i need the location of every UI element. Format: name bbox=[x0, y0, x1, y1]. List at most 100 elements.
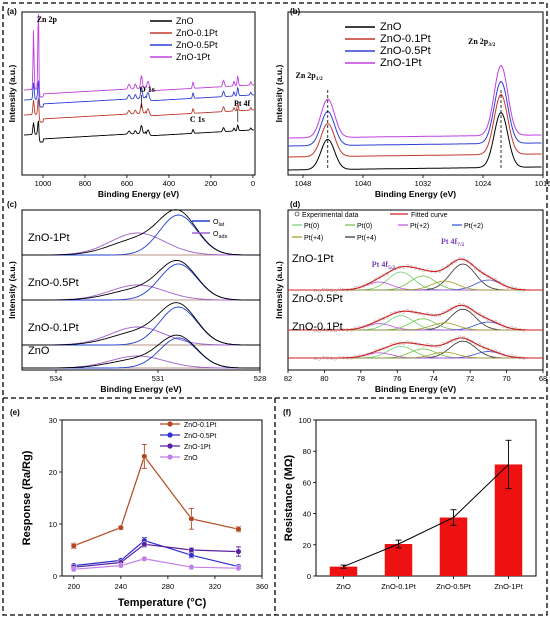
panel-e-point bbox=[117, 524, 124, 531]
panel-b-x-tick-label: 1040 bbox=[355, 179, 372, 188]
panel-f-trend-line bbox=[343, 464, 509, 568]
panel-e-point bbox=[188, 552, 195, 559]
panel-d-sample-label: ZnO-1Pt bbox=[292, 253, 334, 265]
panel-b-x-tick-label: 1032 bbox=[415, 179, 432, 188]
panel-f-axes bbox=[315, 419, 537, 577]
panel-f-bar bbox=[384, 544, 413, 576]
panel-a-legend-label: ZnO-1Pt bbox=[176, 52, 211, 62]
panel-b-axes bbox=[287, 11, 544, 176]
panel-c-ylabel: Intensity (a.u.) bbox=[7, 261, 17, 319]
panel-b-x-tick-label: 1016 bbox=[535, 179, 550, 188]
panel-e-x-tick-label: 320 bbox=[209, 582, 222, 591]
panel-a-annot-pt4f: Pt 4f bbox=[234, 99, 251, 108]
panel-d-legend-marker bbox=[294, 211, 300, 217]
panel-f-y-tick-label: 80 bbox=[303, 447, 311, 456]
panel-a-annot-zn2p: Zn 2p bbox=[37, 15, 58, 24]
panel-a-label: (a) bbox=[7, 7, 17, 16]
panel-e-legend-marker bbox=[167, 454, 173, 460]
panel-c-label: (c) bbox=[7, 200, 17, 209]
panel-d-data-point bbox=[337, 327, 342, 331]
panel-d-data-point bbox=[333, 357, 338, 361]
panel-a-x-tick-label: 200 bbox=[205, 179, 218, 188]
panel-a-series-2 bbox=[24, 80, 254, 108]
panel-e-legend-marker bbox=[167, 443, 173, 449]
panel-f-y-tick-label: 100 bbox=[298, 416, 311, 425]
panel-a-x-tick-label: 0 bbox=[251, 179, 255, 188]
panel-d-data-point bbox=[321, 327, 325, 332]
panel-d-fitted-0 bbox=[288, 258, 543, 291]
panel-d-legend-label: Pt(0) bbox=[357, 223, 372, 230]
panel-e-legend-label: ZnO-0.1Pt bbox=[184, 422, 216, 429]
panel-e-axes bbox=[61, 419, 263, 577]
panel-e-point bbox=[188, 546, 195, 554]
panel-f-y-tick-label: 60 bbox=[303, 478, 311, 487]
panel-d-data-point bbox=[321, 355, 325, 360]
panel-b-legend-label: ZnO-0.1Pt bbox=[380, 33, 431, 45]
panel-e-legend-label: ZnO-1Pt bbox=[184, 444, 211, 451]
panel-d-fitted-1 bbox=[288, 304, 543, 331]
panel-c-sample-label: ZnO-0.1Pt bbox=[28, 322, 79, 334]
panel-e-point bbox=[235, 548, 242, 555]
panel-c-envelope-2 bbox=[22, 302, 260, 346]
panel-d-legend-label: Pt(+2) bbox=[464, 223, 483, 230]
panel-d-annot-4f52: Pt 4f5/2 bbox=[372, 260, 395, 271]
panel-f-x-tick-label: ZnO-1Pt bbox=[494, 582, 523, 591]
panel-e-x-tick-label: 280 bbox=[162, 582, 175, 591]
panel-a-legend-label: ZnO-0.1Pt bbox=[176, 28, 218, 38]
panel-c-xlabel: Binding Energy (eV) bbox=[100, 384, 181, 394]
panel-d-data-point bbox=[449, 261, 454, 266]
panel-d-xlabel: Binding Energy (eV) bbox=[375, 384, 456, 394]
panel-e-label: (e) bbox=[10, 408, 20, 417]
panel-d-legend-label: Experimental data bbox=[302, 212, 359, 219]
panel-b-ylabel: Intensity (a.u.) bbox=[274, 65, 284, 123]
panel-e-y-tick-label: 0 bbox=[53, 572, 57, 581]
panel-c-x-tick-label: 528 bbox=[254, 374, 267, 383]
panel-b-series-3 bbox=[288, 64, 542, 139]
panel-d-x-tick-label: 78 bbox=[357, 374, 365, 383]
panel-f-x-tick-label: ZnO-0.5Pt bbox=[436, 582, 472, 591]
panel-b-x-tick-label: 1048 bbox=[295, 179, 312, 188]
panel-d-label: (d) bbox=[290, 200, 301, 209]
panel-d-legend-label: Pt(+4) bbox=[357, 235, 376, 242]
panel-d-data-point bbox=[481, 271, 486, 276]
panel-e-legend-label: ZnO bbox=[184, 455, 198, 462]
panel-d-data-point bbox=[321, 287, 325, 292]
panel-c-envelope-1 bbox=[22, 259, 260, 301]
panel-a-annot-o1s: O 1s bbox=[140, 85, 155, 94]
panel-d-x-tick-label: 68 bbox=[539, 374, 547, 383]
panel-e-legend-label: ZnO-0.5Pt bbox=[184, 433, 216, 440]
panel-d-ylabel: Intensity (a.u.) bbox=[274, 261, 284, 319]
panel-e-line-2 bbox=[73, 543, 239, 568]
panel-c-olat-3 bbox=[22, 337, 260, 369]
panel-d-x-tick-label: 74 bbox=[430, 374, 438, 383]
panel-e-point bbox=[70, 542, 77, 549]
panel-d-sample-label: ZnO-0.1Pt bbox=[292, 321, 343, 333]
panel-c-sample-label: ZnO bbox=[28, 345, 50, 357]
panel-d-component-2 bbox=[288, 348, 543, 359]
panel-f-bar bbox=[439, 517, 468, 576]
panel-c-sample-label: ZnO-1Pt bbox=[28, 232, 70, 244]
panel-e-point bbox=[188, 515, 195, 522]
panel-a-legend-label: ZnO bbox=[176, 16, 194, 26]
panel-e-x-tick-label: 360 bbox=[256, 582, 269, 591]
panel-a-annot-c1s: C 1s bbox=[190, 115, 205, 124]
panel-e-legend-marker bbox=[167, 432, 173, 438]
panel-d-component-2 bbox=[288, 275, 543, 291]
panel-d-legend-label: Pt(+4) bbox=[304, 235, 323, 242]
panel-d-data-point bbox=[449, 307, 454, 311]
panel-c-legend-oads: Oads bbox=[213, 231, 228, 240]
panel-f-x-tick-label: ZnO bbox=[336, 582, 351, 591]
panel-c-envelope-0 bbox=[22, 209, 260, 256]
panel-e-y-tick-label: 30 bbox=[49, 416, 57, 425]
panel-d-data-point bbox=[337, 287, 342, 291]
panel-e-line-0 bbox=[73, 455, 239, 547]
panel-c-x-tick-label: 531 bbox=[152, 374, 165, 383]
panel-f-y-tick-label: 20 bbox=[303, 541, 311, 550]
panel-e-point bbox=[235, 526, 242, 533]
panel-a-x-tick-label: 1000 bbox=[35, 179, 52, 188]
panel-c-x-tick-label: 534 bbox=[50, 374, 63, 383]
panel-a-xlabel: Binding Energy (eV) bbox=[98, 189, 179, 199]
panel-d-fitted-2 bbox=[288, 337, 543, 359]
panel-b-x-tick-label: 1024 bbox=[475, 179, 492, 188]
